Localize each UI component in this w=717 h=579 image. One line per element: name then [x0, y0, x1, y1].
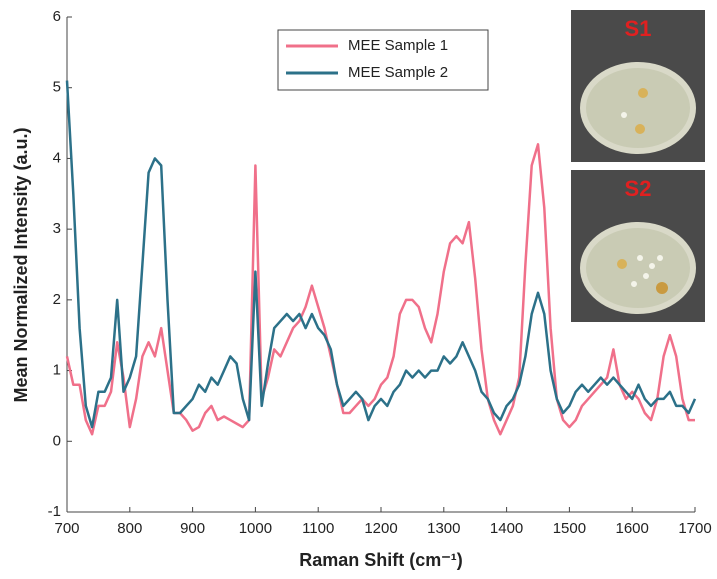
agar	[586, 228, 690, 308]
y-tick-label: 5	[53, 79, 61, 96]
x-tick-label: 1300	[427, 520, 460, 537]
x-tick-label: 1500	[553, 520, 586, 537]
x-tick-label: 900	[180, 520, 205, 537]
y-tick-label: 2	[53, 291, 61, 308]
series-line	[65, 143, 695, 436]
colony	[617, 259, 627, 269]
legend-box	[277, 29, 489, 91]
inset-s1: S1	[571, 10, 705, 162]
series-line	[65, 80, 697, 429]
x-tick-label: 700	[54, 520, 79, 537]
inset-label: S1	[625, 16, 652, 41]
x-tick-label: 1000	[239, 520, 272, 537]
agar	[586, 68, 690, 148]
colony	[643, 273, 649, 279]
inset-label: S2	[625, 176, 652, 201]
legend-label: MEE Sample 2	[348, 64, 448, 81]
y-tick-label: -1	[48, 503, 61, 520]
y-tick-label: 3	[53, 220, 61, 237]
colony	[621, 112, 627, 118]
colony	[657, 255, 663, 261]
colony	[637, 255, 643, 261]
x-tick-label: 1600	[616, 520, 649, 537]
y-tick-label: 1	[53, 362, 61, 379]
y-axis-title: Mean Normalized Intensity (a.u.)	[11, 127, 31, 402]
colony	[631, 281, 637, 287]
colony	[638, 88, 648, 98]
x-axis-title: Raman Shift (cm⁻¹)	[299, 550, 463, 570]
legend: MEE Sample 1 MEE Sample 2	[277, 29, 489, 91]
x-tick-label: 800	[117, 520, 142, 537]
x-tick-label: 1400	[490, 520, 523, 537]
colony	[656, 282, 668, 294]
y-tick-label: 6	[53, 8, 61, 25]
colony	[635, 124, 645, 134]
x-tick-label: 1200	[364, 520, 397, 537]
x-tick-label: 1700	[678, 520, 711, 537]
colony	[649, 263, 655, 269]
inset-s2: S2	[571, 170, 705, 322]
y-tick-label: 4	[53, 149, 61, 166]
y-tick-label: 0	[53, 432, 61, 449]
legend-label: MEE Sample 1	[348, 37, 448, 54]
x-tick-label: 1100	[302, 520, 334, 537]
